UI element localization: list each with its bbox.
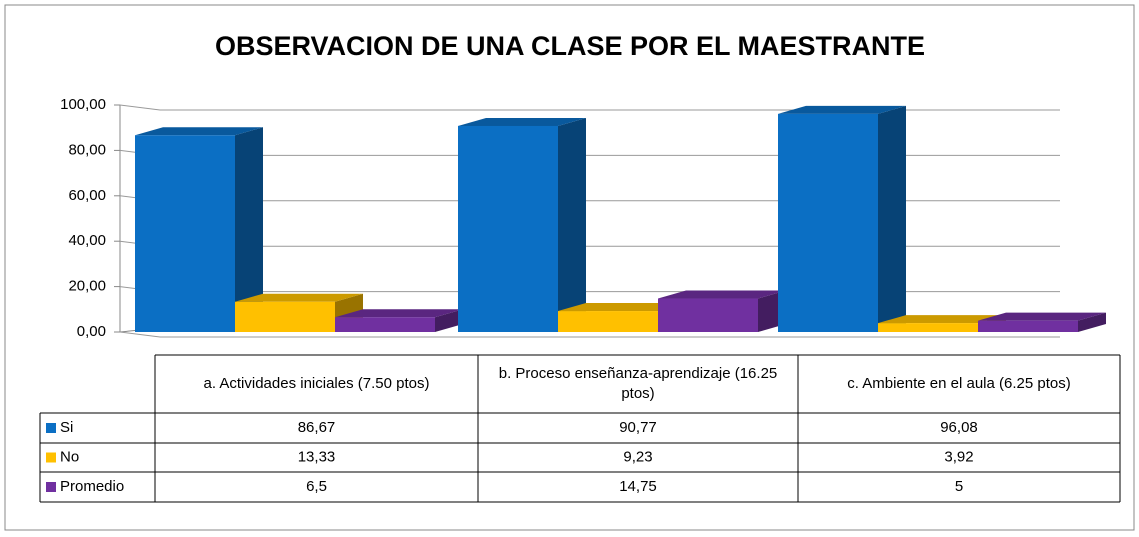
legend-label: Promedio [60,478,124,495]
bar-top [658,290,786,299]
bar-top [978,312,1106,321]
category-label-box: a. Actividades iniciales (7.50 ptos) [203,375,430,392]
bar-front [235,301,335,332]
legend-key [46,452,56,463]
y-tick-label: 40,00 [68,232,106,249]
category-label: c. Ambiente en el aula (6.25 ptos) [847,375,1071,392]
bar-front [458,125,558,332]
bar-front [135,135,235,332]
y-tick-label: 20,00 [68,278,106,295]
bar-front [558,311,658,332]
bar [135,127,263,333]
bar-top [335,309,463,318]
category-label: b. Proceso enseñanza-aprendizaje (16.25 … [498,365,778,402]
table-value: 6,5 [306,478,327,495]
legend-label: Si [60,419,73,436]
table-value: 5 [955,478,963,495]
legend-key [46,423,56,433]
category-label: a. Actividades iniciales (7.50 ptos) [203,375,430,392]
grid-line [119,331,1060,338]
bar [778,105,906,332]
bar-side [435,309,463,332]
category-label-box: c. Ambiente en el aula (6.25 ptos) [847,375,1071,392]
bar [978,312,1106,332]
y-tick-label: 80,00 [68,141,106,158]
bar [658,290,786,332]
bar-top [878,315,1006,324]
bar-side [558,117,586,332]
category-label-box: b. Proceso enseñanza-aprendizaje (16.25 … [498,365,778,402]
bar-top [558,303,686,312]
table-value: 86,67 [298,419,336,436]
bar-front [335,317,435,332]
bar-top [458,117,586,126]
table-value: 14,75 [619,478,657,495]
bar-front [878,323,978,332]
bar-top [235,293,363,302]
table-value: 96,08 [940,419,978,436]
bar-side [235,127,263,333]
legend-key [46,482,56,492]
bar [458,117,586,332]
chart-title: OBSERVACION DE UNA CLASE POR EL MAESTRAN… [215,31,925,61]
grid-line [119,104,1060,111]
bar-side [1078,312,1106,332]
bar-front [978,320,1078,332]
bar-front [658,298,758,332]
bar-top [135,127,263,136]
bar-front [778,113,878,332]
y-tick-label: 100,00 [60,96,106,113]
bar-top [778,105,906,114]
y-tick-label: 0,00 [77,323,106,340]
bar [335,309,463,332]
bar-side [878,105,906,332]
table-value: 3,92 [944,448,973,465]
y-tick-label: 60,00 [68,187,106,204]
table-value: 9,23 [623,448,652,465]
table-value: 90,77 [619,419,657,436]
table-value: 13,33 [298,448,336,465]
legend-label: No [60,448,79,465]
